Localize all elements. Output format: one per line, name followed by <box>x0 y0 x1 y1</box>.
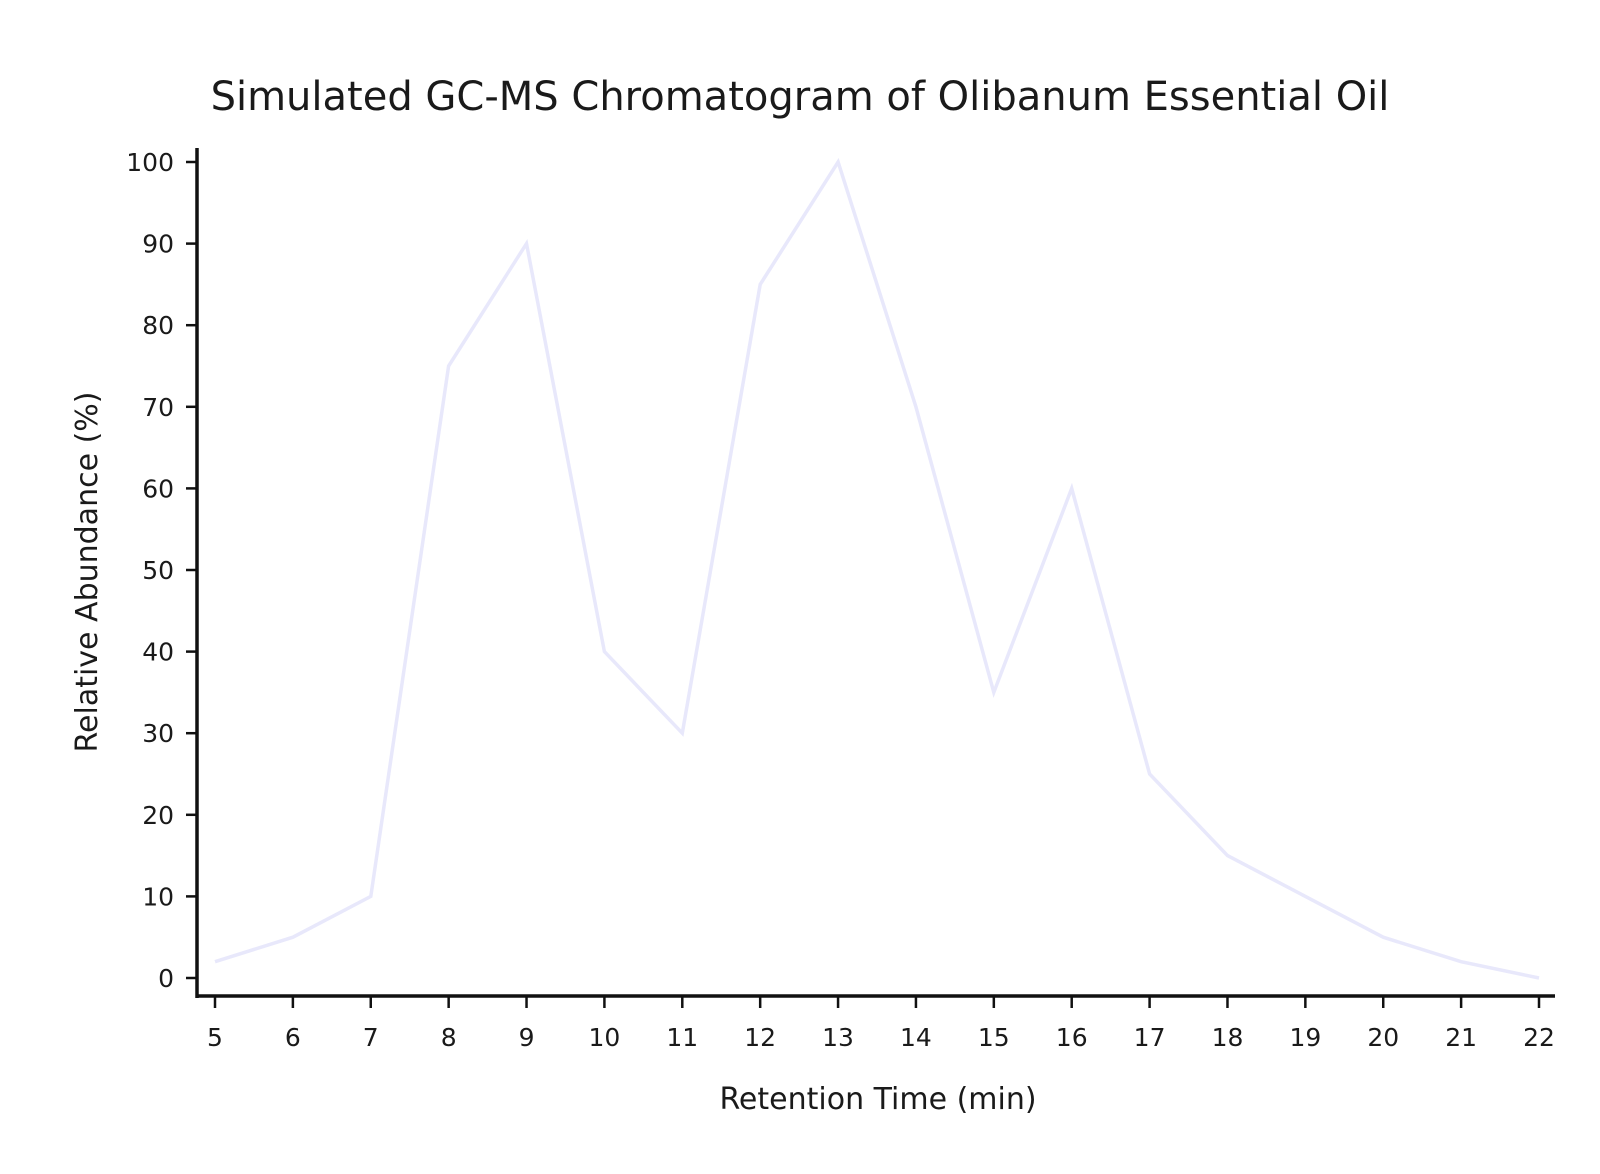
x-tick-label: 16 <box>1056 1023 1088 1052</box>
x-axis-label: Retention Time (min) <box>719 1082 1036 1117</box>
y-tick-label: 100 <box>126 148 174 177</box>
y-tick-label: 10 <box>142 882 174 911</box>
x-tick-label: 7 <box>363 1023 379 1052</box>
x-tick-label: 6 <box>285 1023 301 1052</box>
x-tick-label: 21 <box>1445 1023 1477 1052</box>
series-group <box>214 157 1540 980</box>
y-tick-label: 80 <box>142 311 174 340</box>
x-tick-label: 15 <box>978 1023 1010 1052</box>
x-tick-label: 5 <box>207 1023 223 1052</box>
y-tick-label: 90 <box>142 230 174 259</box>
x-tick-label: 10 <box>589 1023 621 1052</box>
x-tick-label: 8 <box>441 1023 457 1052</box>
x-tick-label: 9 <box>519 1023 535 1052</box>
x-axis-ticks: 5 6 7 8 9 10 11 12 13 14 15 16 17 18 19 20 21 22 <box>207 996 1555 1052</box>
y-tick-label: 40 <box>142 638 174 667</box>
chart-title: Simulated GC-MS Chromatogram of Olibanum… <box>211 74 1390 120</box>
y-tick-label: 0 <box>158 964 174 993</box>
x-tick-label: 22 <box>1523 1023 1555 1052</box>
y-tick-label: 60 <box>142 474 174 503</box>
x-tick-label: 20 <box>1367 1023 1399 1052</box>
x-tick-label: 14 <box>900 1023 932 1052</box>
y-tick-label: 70 <box>142 393 174 422</box>
y-tick-label: 30 <box>142 719 174 748</box>
x-tick-label: 18 <box>1212 1023 1244 1052</box>
x-tick-label: 19 <box>1289 1023 1321 1052</box>
plot-area: 0 10 20 30 40 50 60 70 80 90 100 5 6 7 8 9 10 11 12 13 14 15… <box>126 148 1555 1052</box>
y-tick-label: 20 <box>142 801 174 830</box>
y-axis-label: Relative Abundance (%) <box>70 392 105 753</box>
y-axis-ticks: 0 10 20 30 40 50 60 70 80 90 100 <box>126 148 197 993</box>
x-tick-label: 12 <box>744 1023 776 1052</box>
series-line <box>214 157 1540 980</box>
x-tick-label: 17 <box>1134 1023 1166 1052</box>
y-tick-label: 50 <box>142 556 174 585</box>
x-tick-label: 13 <box>822 1023 854 1052</box>
x-tick-label: 11 <box>666 1023 698 1052</box>
